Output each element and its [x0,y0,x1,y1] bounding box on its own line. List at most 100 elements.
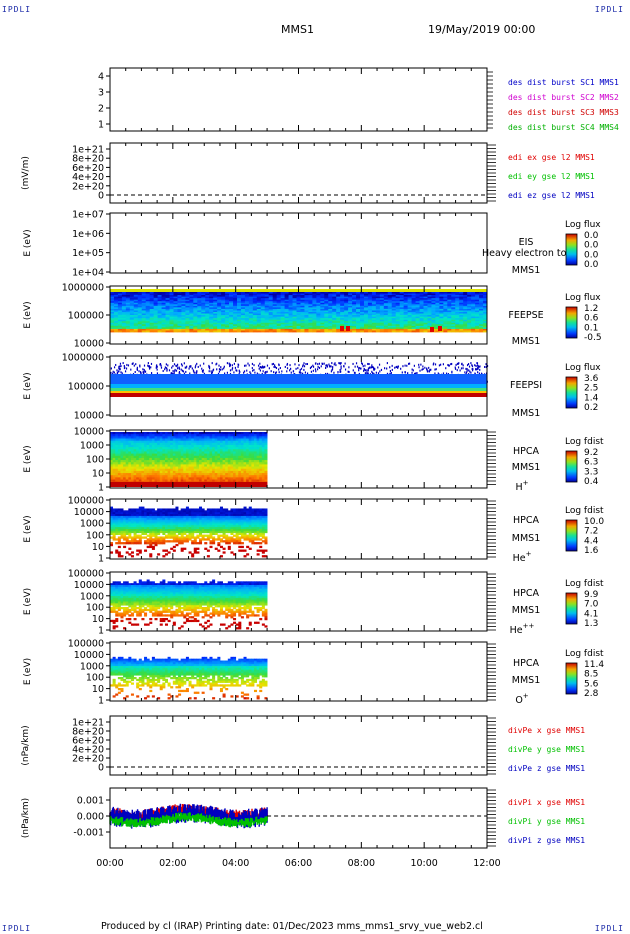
spectrogram-cell [205,296,210,299]
spectrogram-cell [212,436,216,439]
spectrogram-cell [146,477,150,480]
spectrogram-cell [110,470,114,474]
spectrogram-cell [225,449,229,452]
spectrogram-cell [328,308,333,311]
spectrogram-cell [225,304,230,307]
spectrogram-cell [360,299,365,302]
spectrogram-cell [340,318,345,321]
spectrogram-cell [157,308,162,311]
spectrogram-cell [112,451,116,454]
spectrogram-cell [115,466,119,470]
spectrogram-cell [344,299,349,302]
spectrogram-cell [213,324,218,327]
spectrogram-cell [146,462,150,465]
spectrogram-cell [230,473,234,476]
spectrogram-cell [363,328,369,331]
spectrogram-cell [136,460,140,463]
spectrogram-cell [399,301,405,304]
spectrogram-cell [288,312,293,314]
spectrogram-cell [371,312,377,314]
spectrogram-cell [170,462,174,465]
spectrogram-cell [120,457,124,461]
spectrogram-band [110,393,487,397]
spectrogram-cell [399,322,405,325]
spectrogram-cell [214,464,218,467]
spectrogram-cell [149,457,153,461]
spectrogram-cell [157,453,161,457]
spectrogram-cell [300,322,305,325]
spectrogram-cell [162,438,166,442]
spectrogram-cell [125,473,129,476]
spectrogram-cell [144,434,148,437]
spectrogram-cell [272,293,278,296]
spectrogram-cell [248,327,254,330]
spectrogram-cell [423,324,428,327]
spectrogram-cell [471,318,476,321]
spectrogram-cell [356,322,361,325]
spectrogram-cell [133,455,137,459]
spectrogram-cell [209,449,213,452]
spectrogram-cell [296,328,301,331]
spectrogram-cell [324,322,329,325]
spectrogram-cell [191,449,195,452]
spectrogram-cell [276,307,282,310]
spectrogram-cell [447,301,452,304]
spectrogram-cell [196,475,200,478]
spectrogram-cell [383,313,389,316]
spectrogram-cell [264,324,270,327]
spectrogram-cell [188,457,192,461]
spectrogram-cell [185,298,190,301]
spectrogram-cell [356,328,361,331]
spectrogram-cell [110,318,115,321]
spectrogram-cell [333,371,335,374]
spectrogram-cell [475,307,480,310]
spectrogram-cell [304,330,309,333]
spectrogram-cell [221,328,226,331]
spectrogram-cell [149,304,155,307]
spectrogram-cell [162,468,166,472]
spectrogram-cell [375,298,381,301]
spectrogram-cell [268,310,274,313]
spectrogram-cell [268,313,274,316]
spectrogram-cell [256,304,262,307]
spectrogram-cell [296,330,301,333]
spectrogram-cell [371,313,377,316]
spectrogram-cell [480,372,483,375]
spectrogram-cell [442,363,444,366]
spectrogram-cell [169,322,174,325]
spectrogram-cell [229,307,234,310]
spectrogram-cell [164,477,168,480]
spectrogram-cell [280,315,286,318]
spectrogram-cell [222,475,226,478]
spectrogram-cell [236,318,242,321]
spectrogram-cell [180,462,184,465]
spectrogram-cell [280,330,286,333]
spectrogram-cell [153,327,159,330]
spectrogram-cell [340,305,345,308]
spectrogram-cell [213,298,218,301]
spectrogram-cell [209,322,214,325]
spectrogram-cell [172,451,176,454]
spectrogram-cell [363,299,369,302]
spectrogram-cell [175,436,179,439]
spectrogram-cell [288,321,293,324]
spectrogram-cell [196,362,198,365]
spectrogram-cell [276,292,282,294]
spectrogram-cell [399,308,405,311]
spectrogram-cell [199,442,203,446]
spectrogram-cell [439,296,444,299]
spectrogram-cell [113,312,119,314]
spectrogram-cell [221,312,226,314]
spectrogram-cell [170,372,172,375]
spectrogram-cell [299,370,301,373]
spectrogram-cell [455,293,460,296]
spectrogram-cell [129,308,135,311]
spectrogram-cell [141,447,145,450]
spectrogram-cell [205,312,210,314]
spectrogram-cell [185,447,189,450]
spectrogram-cell [171,366,173,369]
spectrogram-cell [456,362,459,365]
spectrogram-cell [193,466,197,470]
spectrogram-cell [185,296,190,299]
spectrogram-cell [483,324,488,327]
